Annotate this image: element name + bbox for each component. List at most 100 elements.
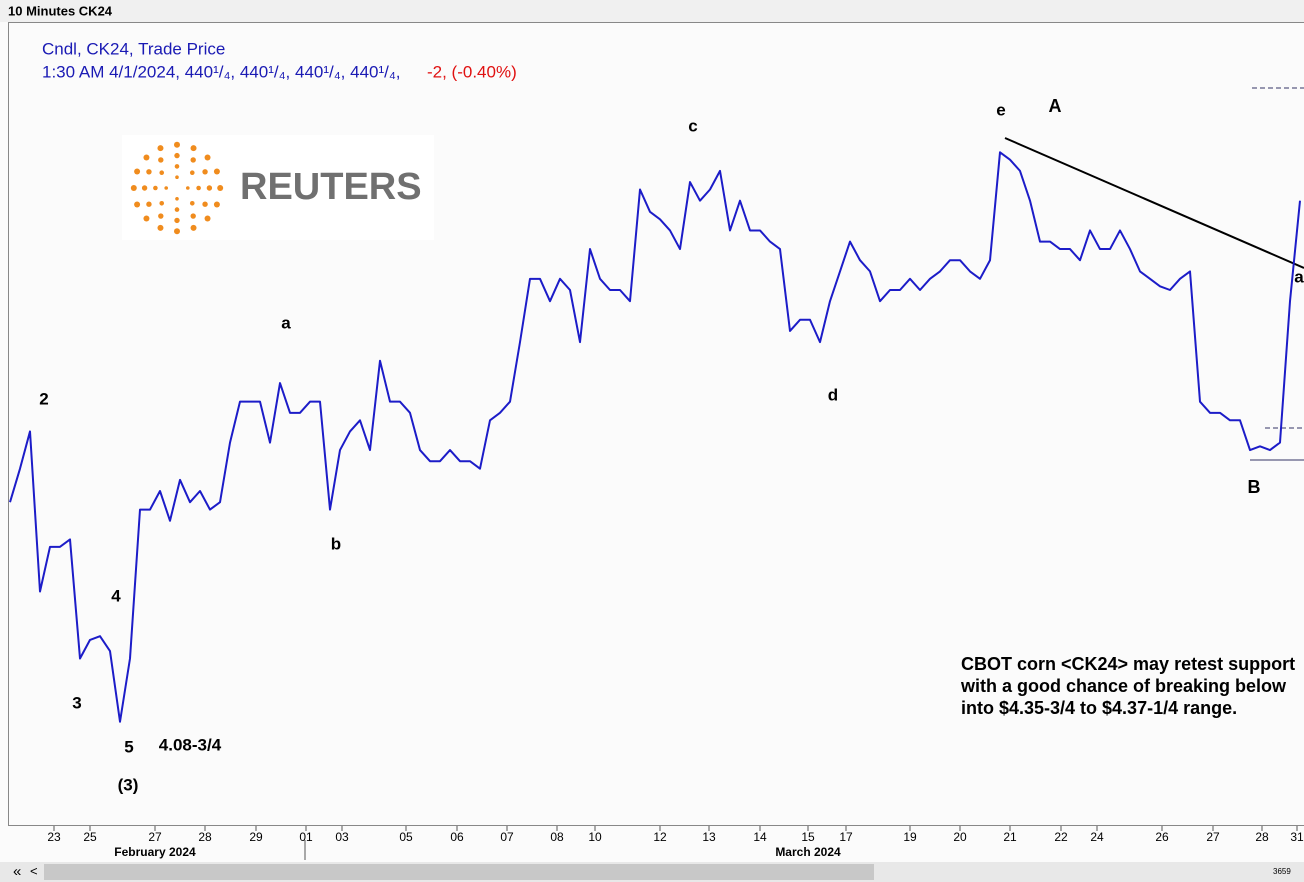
logo-dot	[213, 168, 220, 175]
x-tick-label: 15	[801, 830, 815, 844]
x-tick-label: 23	[47, 830, 61, 844]
wave-label: A	[1049, 96, 1062, 116]
scroll-first[interactable]: «	[13, 863, 21, 880]
logo-dot	[143, 154, 150, 161]
x-tick-label: 08	[550, 830, 564, 844]
commentary: into $4.35-3/4 to $4.37-1/4 range.	[961, 698, 1237, 718]
wave-label: a	[281, 313, 291, 332]
wave-label: 4.08-3/4	[159, 735, 222, 754]
x-tick-label: 24	[1090, 830, 1104, 844]
x-tick-label: 14	[753, 830, 767, 844]
x-tick-label: 01	[299, 830, 313, 844]
price-line	[9, 151, 1301, 723]
x-tick-label: 28	[198, 830, 212, 844]
logo-dot	[189, 170, 195, 176]
logo-dot	[174, 228, 180, 235]
logo-dot	[204, 215, 211, 222]
wave-label: 4	[111, 586, 121, 605]
wave-label: (3)	[118, 775, 139, 794]
logo-dot	[190, 224, 197, 231]
logo-dot	[189, 200, 195, 206]
x-tick-label: 26	[1155, 830, 1169, 844]
logo-dots	[130, 141, 224, 235]
bar-count: 3659	[1273, 867, 1291, 876]
reuters-logo: REUTERS	[122, 135, 434, 240]
logo-dot	[190, 145, 197, 152]
logo-dot	[134, 201, 141, 208]
logo-dot	[175, 197, 179, 201]
month-label: February 2024	[114, 845, 196, 859]
scroll-thumb[interactable]	[44, 864, 874, 880]
x-tick-label: 05	[399, 830, 413, 844]
logo-dot	[174, 217, 180, 224]
month-label: March 2024	[775, 845, 841, 859]
wave-label: 2	[39, 389, 48, 408]
logo-dot	[164, 186, 168, 190]
x-tick-label: 10	[588, 830, 602, 844]
wave-label: b	[331, 534, 341, 553]
logo-dot	[217, 185, 224, 191]
logo-dot	[130, 185, 137, 191]
x-tick-label: 21	[1003, 830, 1017, 844]
x-tick-label: 06	[450, 830, 464, 844]
logo-dot	[158, 213, 164, 219]
logo-dot	[146, 201, 152, 207]
logo-dot	[202, 201, 208, 207]
wave-label: d	[828, 385, 838, 404]
logo-dot	[186, 186, 190, 190]
logo-dot	[153, 185, 158, 191]
logo-dot	[159, 200, 165, 206]
logo-dot	[196, 185, 201, 191]
title-bar	[0, 0, 1304, 22]
legend-title: Cndl, CK24, Trade Price	[42, 39, 225, 58]
logo-dot	[202, 169, 208, 175]
logo-dot	[157, 224, 164, 231]
trend-line	[1004, 137, 1304, 269]
wave-label: c	[688, 116, 697, 135]
commentary: CBOT corn <CK24> may retest support	[961, 654, 1295, 674]
x-tick-label: 07	[500, 830, 514, 844]
logo-box	[122, 135, 434, 240]
logo-dot	[204, 154, 211, 161]
logo-dot	[146, 169, 152, 175]
wave-label: 3	[72, 693, 81, 712]
commentary: with a good chance of breaking below	[960, 676, 1287, 696]
logo-dot	[174, 141, 180, 148]
logo-dot	[134, 168, 141, 175]
wave-label: a	[1294, 267, 1304, 286]
x-tick-label: 20	[953, 830, 967, 844]
x-tick-label: 03	[335, 830, 349, 844]
logo-dot	[190, 157, 196, 163]
x-tick-label: 17	[839, 830, 853, 844]
x-tick-label: 25	[83, 830, 97, 844]
legend-change: -2, (-0.40%)	[427, 62, 517, 81]
logo-dot	[174, 152, 180, 159]
logo-dot	[175, 175, 179, 179]
logo-dot	[190, 213, 196, 219]
logo-dot	[158, 157, 164, 163]
x-tick-label: 22	[1054, 830, 1068, 844]
logo-dot	[174, 207, 180, 212]
window-title: 10 Minutes CK24	[8, 3, 113, 18]
x-tick-label: 19	[903, 830, 917, 844]
x-tick-label: 13	[702, 830, 716, 844]
x-tick-label: 29	[249, 830, 263, 844]
x-tick-label: 28	[1255, 830, 1269, 844]
x-tick-label: 12	[653, 830, 667, 844]
logo-dot	[141, 185, 148, 191]
x-tick-label: 27	[148, 830, 162, 844]
scroll-prev[interactable]: <	[30, 863, 38, 878]
logo-dot	[157, 145, 164, 152]
wave-label: e	[996, 100, 1005, 119]
wave-label: B	[1248, 477, 1261, 497]
logo-dot	[174, 164, 180, 169]
wave-label: 5	[124, 737, 133, 756]
x-tick-label: 31	[1290, 830, 1304, 844]
logo-dot	[159, 170, 165, 176]
logo-text: REUTERS	[240, 166, 422, 208]
logo-dot	[143, 215, 150, 222]
legend-values: 1:30 AM 4/1/2024, 440¹/₄, 440¹/₄, 440¹/₄…	[42, 62, 401, 81]
x-tick-label: 27	[1206, 830, 1220, 844]
logo-dot	[213, 201, 220, 208]
